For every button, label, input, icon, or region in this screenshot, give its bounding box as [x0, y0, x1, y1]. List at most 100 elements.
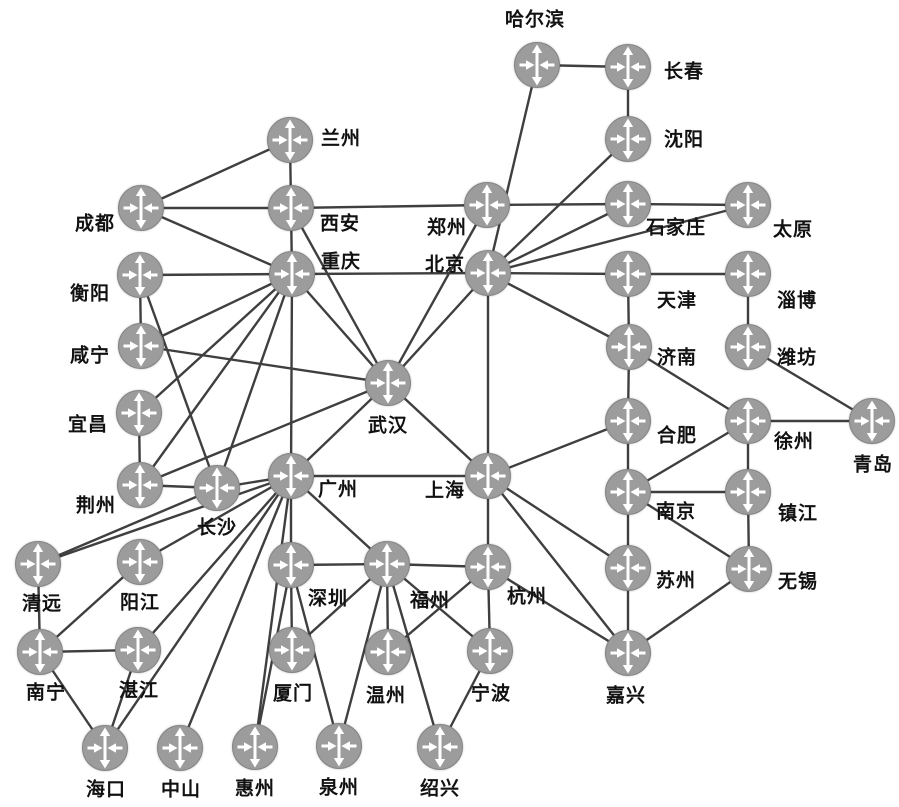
router-arrows-icon	[370, 631, 406, 673]
node-label-fuzhou: 福州	[409, 589, 451, 612]
node-label-quanzhou: 泉州	[318, 776, 360, 799]
link-beijing-tianjin	[486, 271, 630, 276]
router-arrows-icon	[370, 362, 406, 404]
node-label-suzhou: 苏州	[655, 569, 697, 592]
router-node-taiyuan[interactable]	[725, 182, 771, 228]
router-node-nanning[interactable]	[17, 629, 63, 675]
router-node-huizhou[interactable]	[232, 724, 278, 770]
router-arrows-icon	[469, 184, 505, 226]
router-arrows-icon	[123, 187, 159, 229]
router-node-jingzhou[interactable]	[117, 462, 163, 508]
router-arrows-icon	[22, 631, 58, 673]
node-label-shenzhen: 深圳	[307, 587, 349, 610]
link-guangzhou-zhanjiang	[136, 474, 293, 652]
router-node-zhanjiang[interactable]	[115, 627, 161, 673]
link-fuzhou-quanzhou	[337, 562, 389, 748]
router-node-changchun[interactable]	[605, 44, 651, 90]
router-node-qingyuan[interactable]	[15, 541, 61, 587]
router-node-yichang[interactable]	[116, 390, 162, 436]
router-arrows-icon	[123, 325, 159, 367]
link-xian-wuhan	[289, 206, 390, 385]
router-node-ningbo[interactable]	[467, 628, 513, 674]
router-node-weifang[interactable]	[725, 324, 771, 370]
router-node-shenzhen[interactable]	[268, 542, 314, 588]
router-arrows-icon	[422, 726, 458, 768]
router-node-wuxi[interactable]	[726, 546, 772, 592]
link-haerbin-beijing	[486, 63, 539, 275]
router-node-wenzhou[interactable]	[365, 629, 411, 675]
router-node-quanzhou[interactable]	[316, 723, 362, 769]
link-guangzhou-zhongshan	[178, 474, 293, 750]
router-node-shijiazhuang[interactable]	[605, 181, 651, 227]
router-node-changsha[interactable]	[194, 465, 240, 511]
router-node-xian[interactable]	[268, 185, 314, 231]
router-arrows-icon	[122, 254, 158, 296]
link-guangzhou-qingyuan	[36, 474, 293, 566]
router-node-wuhan[interactable]	[365, 360, 411, 406]
router-arrows-icon	[610, 471, 646, 513]
node-label-beijing: 北京	[424, 253, 466, 276]
router-node-lanzhou[interactable]	[267, 117, 313, 163]
node-label-shanghai: 上海	[424, 479, 466, 502]
link-chongqing-jingzhou	[138, 272, 294, 487]
router-node-hengyang[interactable]	[117, 252, 163, 298]
router-node-yangjiang[interactable]	[117, 539, 163, 585]
node-label-xiamen: 厦门	[272, 682, 314, 705]
router-arrows-icon	[237, 726, 273, 768]
link-beijing-jinan	[486, 271, 631, 349]
router-arrows-icon	[472, 630, 508, 672]
link-hangzhou-jiaxing	[486, 565, 630, 655]
link-shijiazhuang-beijing	[486, 202, 630, 275]
node-label-changchun: 长春	[663, 60, 705, 83]
router-node-fuzhou[interactable]	[364, 541, 410, 587]
router-arrows-icon	[87, 727, 123, 769]
router-node-zhengzhou[interactable]	[464, 182, 510, 228]
node-label-nanning: 南宁	[25, 681, 67, 704]
router-node-guangzhou[interactable]	[268, 453, 314, 499]
router-node-beijing[interactable]	[465, 250, 511, 296]
router-arrows-icon	[122, 464, 158, 506]
router-node-haikou[interactable]	[82, 725, 128, 771]
router-arrows-icon	[730, 253, 766, 295]
router-node-chengdu[interactable]	[118, 185, 164, 231]
link-beijing-wuhan	[386, 271, 490, 385]
router-node-suzhou[interactable]	[605, 545, 651, 591]
router-node-hangzhou[interactable]	[465, 544, 511, 590]
router-node-shenyang[interactable]	[605, 116, 651, 162]
node-label-yichang: 宜昌	[67, 413, 109, 436]
link-taiyuan-beijing	[486, 203, 750, 275]
node-label-xianning: 咸宁	[69, 344, 111, 367]
router-node-shaoxing[interactable]	[417, 724, 463, 770]
node-label-taiyuan: 太原	[772, 218, 814, 241]
router-node-tianjin[interactable]	[605, 251, 651, 297]
link-xian-zhengzhou	[289, 203, 489, 210]
router-node-zhongshan[interactable]	[157, 725, 203, 771]
router-node-shanghai[interactable]	[465, 453, 511, 499]
router-node-jiaxing[interactable]	[605, 630, 651, 676]
router-node-hefei[interactable]	[605, 398, 651, 444]
router-node-zhenjiang[interactable]	[725, 469, 771, 515]
router-node-chongqing[interactable]	[269, 251, 315, 297]
router-arrows-icon	[199, 467, 235, 509]
node-label-haikou: 海口	[85, 778, 127, 801]
node-label-shenyang: 沈阳	[663, 128, 705, 151]
router-node-jinan[interactable]	[606, 324, 652, 370]
node-label-changsha: 长沙	[196, 516, 238, 539]
router-node-xiamen[interactable]	[269, 627, 315, 673]
node-label-shijiazhuang: 石家庄	[645, 216, 707, 239]
node-label-shaoxing: 绍兴	[419, 777, 461, 800]
node-label-hefei: 合肥	[656, 424, 698, 447]
router-arrows-icon	[730, 184, 766, 226]
router-node-zibo[interactable]	[725, 251, 771, 297]
node-label-zibo: 淄博	[776, 289, 818, 312]
router-node-xianning[interactable]	[118, 323, 164, 369]
router-node-qingdao[interactable]	[849, 398, 895, 444]
router-node-haerbin[interactable]	[514, 42, 560, 88]
router-arrows-icon	[731, 548, 767, 590]
router-arrows-icon	[470, 252, 506, 294]
router-arrows-icon	[519, 44, 555, 86]
link-chengdu-chongqing	[139, 206, 294, 276]
router-node-xuzhou[interactable]	[725, 398, 771, 444]
router-node-nanjing[interactable]	[605, 469, 651, 515]
